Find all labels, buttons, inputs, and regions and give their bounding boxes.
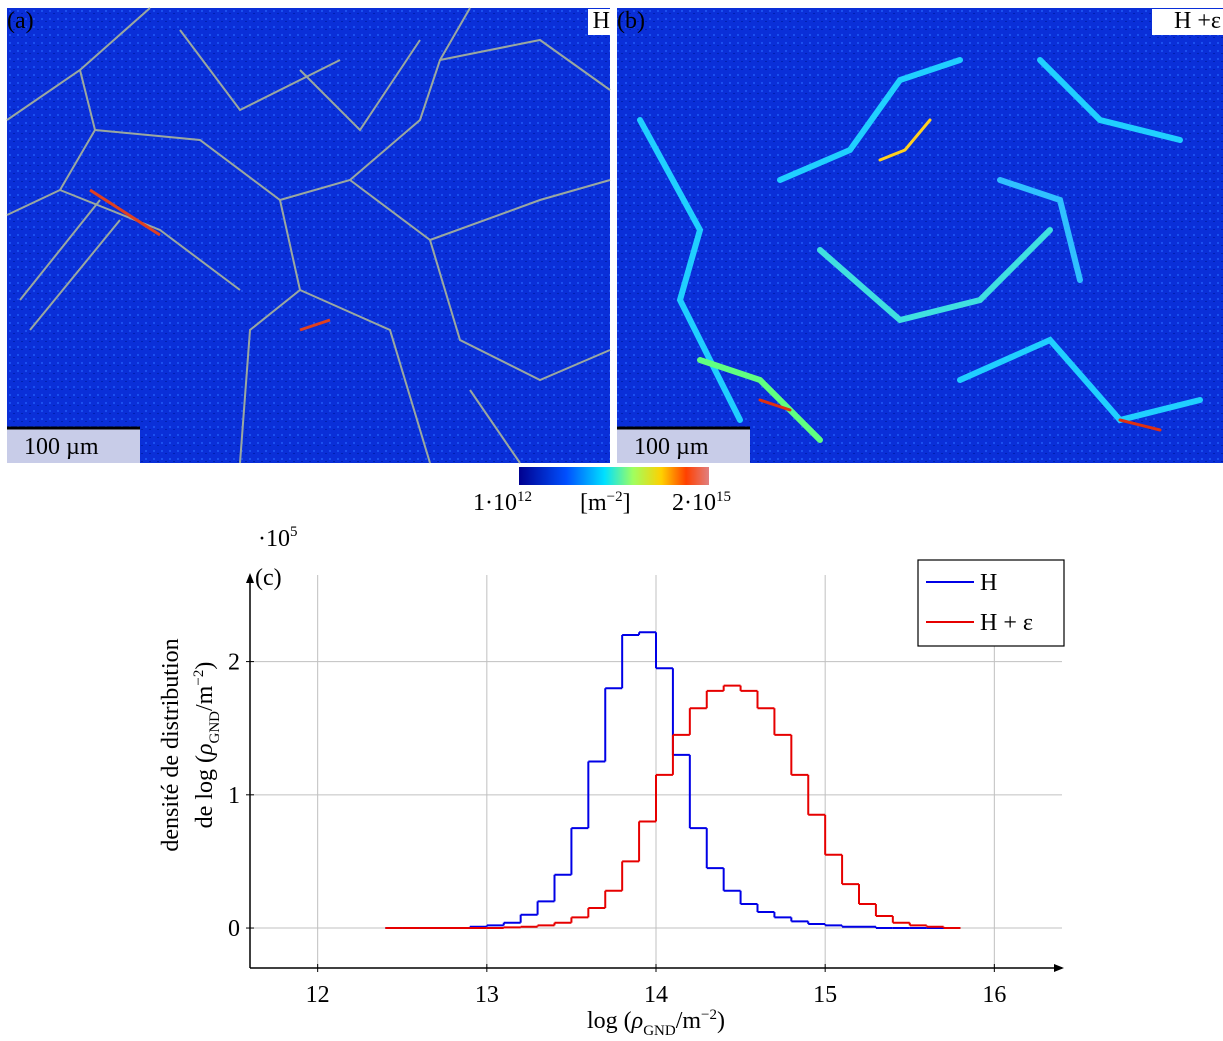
label-part: GND (643, 1023, 676, 1039)
panel-label: (b) (617, 8, 645, 34)
label-part: −2 (191, 670, 207, 686)
series (385, 631, 961, 930)
label-part: GND (207, 711, 223, 744)
x-axis-label: log (ρGND/m−2) (587, 1007, 725, 1039)
colorbar-max-exp: 15 (716, 489, 731, 505)
map-a: (a) H 100 µm (6, 7, 611, 464)
label-part: log ( (587, 1008, 632, 1034)
scale-bar-label: 100 µm (634, 434, 709, 460)
label-part: ρ (192, 743, 218, 756)
label-part: ) (192, 662, 218, 670)
x-arrow (1054, 964, 1064, 972)
x-tick-label: 14 (644, 982, 668, 1008)
x-tick-label: 16 (982, 982, 1006, 1008)
x-tick-label: 12 (306, 982, 330, 1008)
panel-label: (c) (255, 565, 282, 591)
y-multiplier-base: ·10 (258, 526, 290, 552)
colorbar-min-exp: 12 (517, 489, 532, 505)
label-part: ) (717, 1008, 725, 1034)
colorbar-max-base: 2·10 (672, 490, 716, 516)
y-multiplier: ·105 (258, 524, 298, 552)
y-axis-label: densité de distribution (158, 638, 184, 851)
panel-tag: H +ε (1174, 8, 1221, 34)
legend-label: H + ε (980, 610, 1033, 636)
colorbar-unit-exp: −2 (607, 489, 623, 505)
series (385, 684, 961, 930)
label-part: ρ (631, 1008, 644, 1034)
label-part: /m (192, 685, 218, 711)
map-b: (b) H +ε 100 µm (611, 8, 1223, 463)
label-part: /m (676, 1008, 702, 1034)
colorbar-unit-close: ] (623, 490, 631, 516)
y-tick-label: 1 (228, 783, 240, 809)
colorbar-max: 2·1015 (672, 489, 731, 516)
x-tick-label: 15 (813, 982, 837, 1008)
colorbar-min-base: 1·10 (473, 490, 517, 516)
y-multiplier-exp: 5 (290, 524, 298, 540)
legend-box (917, 559, 1065, 647)
legend-label: H (980, 570, 997, 596)
panel-label: (a) (7, 8, 34, 34)
label-part: −2 (701, 1007, 717, 1023)
y-axis-label: de log (ρGND/m−2) (191, 662, 223, 829)
label-part: de log ( (192, 755, 218, 828)
y-arrow (246, 573, 254, 583)
colorbar: 1·1012 [m−2] 2·1015 (473, 467, 731, 516)
panel-tag: H (593, 8, 610, 34)
x-tick-label: 13 (475, 982, 499, 1008)
colorbar-unit-open: [m (580, 490, 607, 516)
colorbar-unit: [m−2] (580, 489, 631, 516)
scale-bar-label: 100 µm (24, 434, 99, 460)
y-tick-label: 2 (228, 650, 240, 676)
colorbar-min: 1·1012 (473, 489, 532, 516)
y-tick-label: 0 (228, 916, 240, 942)
